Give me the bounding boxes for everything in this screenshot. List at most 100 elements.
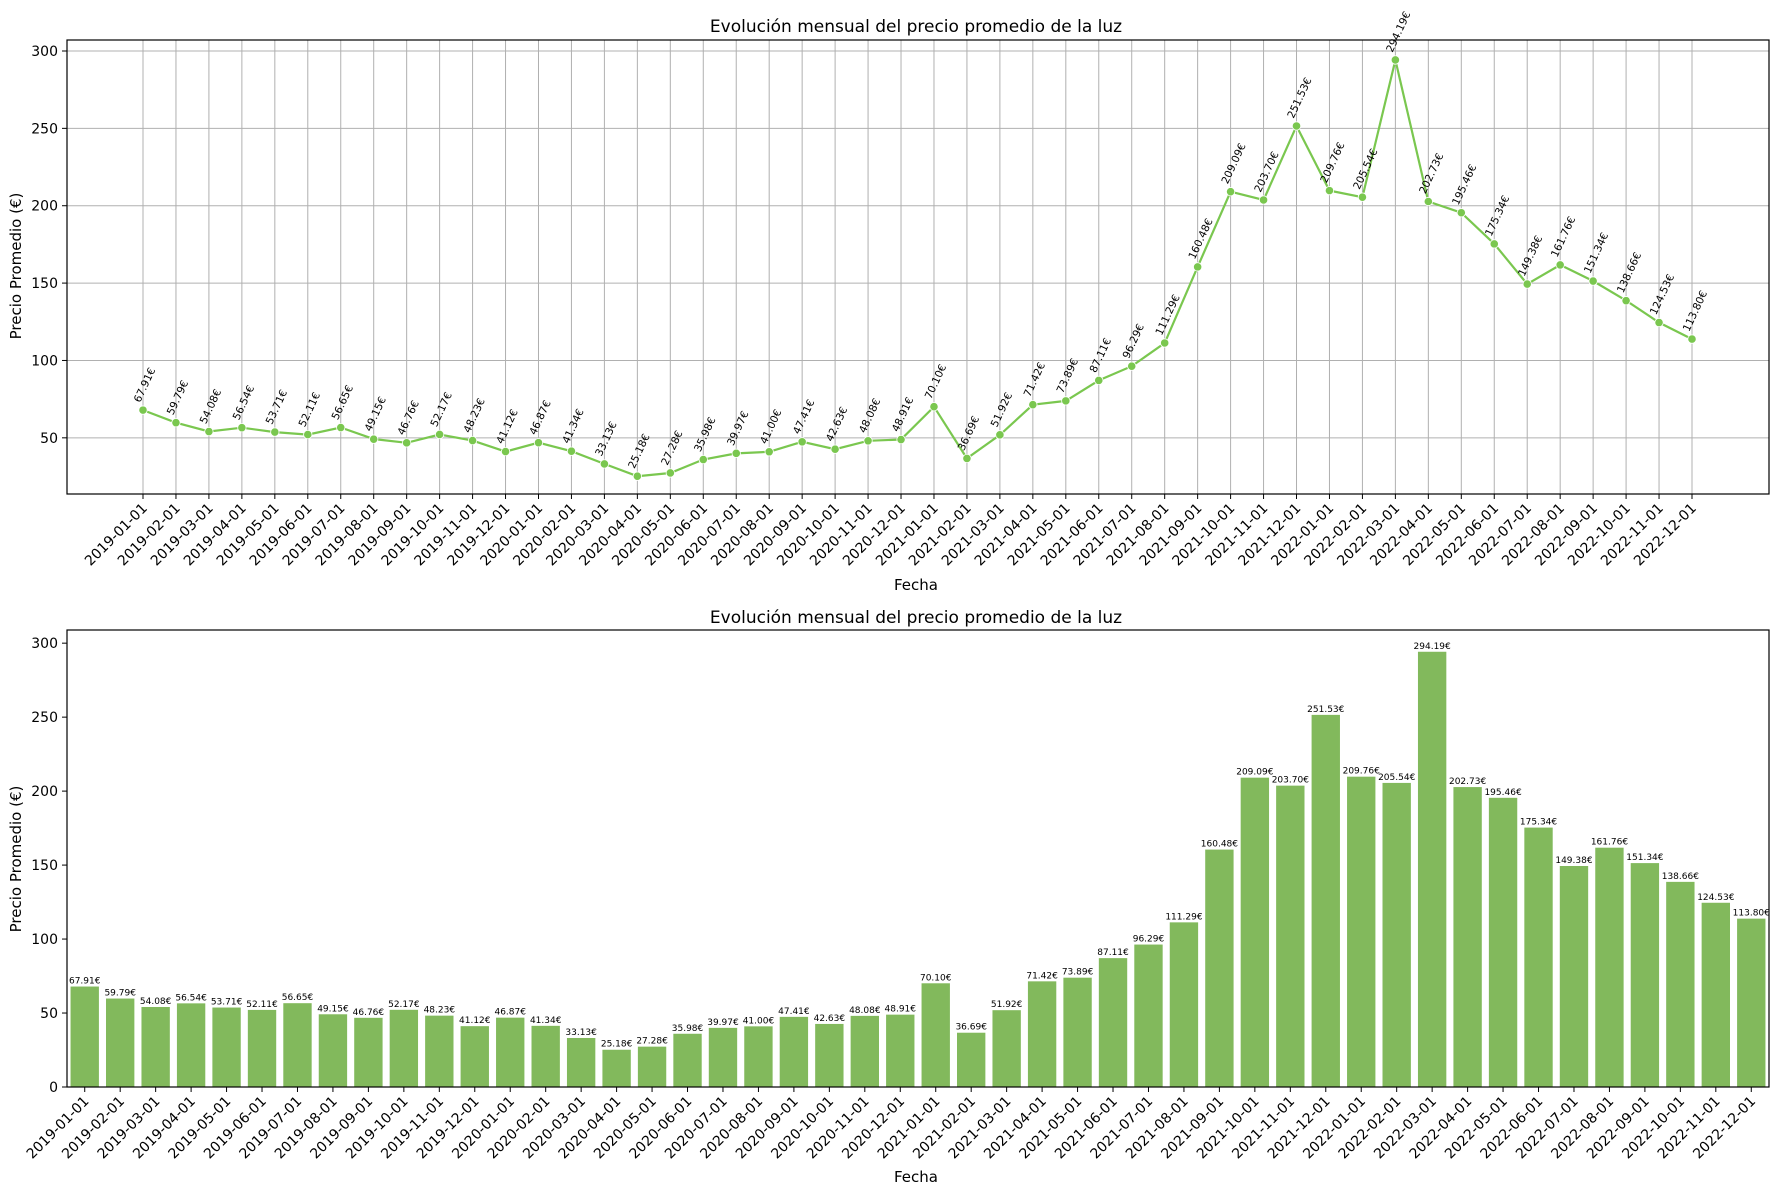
bar <box>1311 714 1340 1087</box>
line-point <box>1456 208 1466 218</box>
line-point <box>1028 400 1038 410</box>
bar-data-label: 59.79€ <box>104 989 136 999</box>
bar-data-label: 124.53€ <box>1697 893 1734 903</box>
bar-data-label: 56.54€ <box>175 993 207 1003</box>
bar-data-label: 96.29€ <box>1133 935 1165 945</box>
line-point <box>1193 262 1203 272</box>
line-point <box>1621 296 1631 306</box>
line-series-path <box>142 59 1693 478</box>
y-tick-label: 200 <box>31 199 58 215</box>
bar <box>212 1007 241 1087</box>
bar <box>921 983 950 1087</box>
bar-data-label: 67.91€ <box>69 977 101 987</box>
bar-data-label: 41.34€ <box>530 1016 562 1026</box>
bar-data-label: 47.41€ <box>778 1007 810 1017</box>
bar <box>886 1014 915 1087</box>
line-point <box>896 434 906 445</box>
bar-data-label: 35.98€ <box>672 1024 704 1034</box>
bar <box>1027 981 1057 1087</box>
bar-data-label: 53.71€ <box>211 998 243 1008</box>
bar <box>1098 958 1128 1087</box>
y-tick-label: 100 <box>31 353 58 369</box>
line-point <box>1357 192 1368 202</box>
bar-chart-x-label: Fecha <box>894 1168 938 1186</box>
bar <box>354 1017 383 1087</box>
bar <box>1276 785 1305 1087</box>
bar <box>106 998 135 1087</box>
bar-data-label: 41.12€ <box>459 1016 491 1026</box>
bar-data-label: 195.46€ <box>1484 788 1521 798</box>
bar-data-label: 202.73€ <box>1449 777 1486 787</box>
bar-chart-frame <box>66 629 1770 1088</box>
line-point <box>1390 55 1400 65</box>
bar-data-label: 87.11€ <box>1097 948 1129 958</box>
line-point <box>1522 279 1532 289</box>
y-tick-label: 150 <box>31 276 58 292</box>
bar <box>283 1003 312 1087</box>
bar <box>1701 902 1730 1087</box>
bar <box>531 1025 560 1087</box>
bar-data-label: 56.65€ <box>282 993 314 1003</box>
line-point <box>1489 239 1499 249</box>
line-point <box>863 436 873 446</box>
bar-data-label: 36.69€ <box>955 1023 987 1033</box>
bar-data-label: 151.34€ <box>1626 853 1663 863</box>
bar-data-label: 113.80€ <box>1733 909 1770 919</box>
line-point <box>402 438 412 448</box>
bar <box>1205 849 1234 1087</box>
bar <box>673 1033 702 1087</box>
line-point <box>1555 260 1565 270</box>
bar <box>957 1032 986 1087</box>
line-point <box>962 453 972 464</box>
bar <box>850 1015 879 1087</box>
bar <box>425 1015 454 1087</box>
line-point <box>1654 317 1664 328</box>
y-tick-label: 100 <box>31 932 58 948</box>
line-point <box>566 446 577 456</box>
bar-data-label: 205.54€ <box>1378 773 1415 783</box>
line-point <box>830 444 840 454</box>
bar <box>1382 782 1411 1087</box>
line-point <box>171 418 181 428</box>
bar-data-label: 73.89€ <box>1062 968 1094 978</box>
bar-data-label: 41.00€ <box>743 1016 775 1026</box>
line-point <box>1687 334 1697 344</box>
y-tick-label: 0 <box>49 1080 58 1096</box>
bar-data-label: 138.66€ <box>1662 872 1699 882</box>
bar-data-labels: 67.91€59.79€ 54.08€ 56.54€ 53.71€ 52.11€ 56.6… <box>69 642 1770 1050</box>
y-tick-label: 150 <box>31 858 58 874</box>
line-point <box>797 437 807 447</box>
bar-data-label: 49.15€ <box>317 1004 349 1014</box>
bar <box>1240 777 1270 1087</box>
bar-data-label: 39.97€ <box>707 1018 739 1028</box>
bar-data-label: 46.87€ <box>494 1008 526 1018</box>
bar <box>1453 787 1482 1087</box>
bar <box>389 1009 419 1087</box>
line-point <box>500 446 511 457</box>
line-point <box>1127 361 1137 371</box>
bar-data-label: 54.08€ <box>140 997 172 1007</box>
bar-data-label: 48.08€ <box>849 1006 881 1016</box>
line-point <box>731 448 741 458</box>
line-chart-y-label: Precio Promedio (€) <box>7 193 25 340</box>
y-tick-label: 250 <box>31 121 58 137</box>
bar <box>602 1049 631 1087</box>
bar-data-label: 209.09€ <box>1236 768 1273 778</box>
line-point <box>303 429 313 440</box>
line-chart-x-label: Fecha <box>894 576 938 594</box>
bar <box>176 1003 206 1087</box>
line-point <box>204 426 214 437</box>
line-point <box>1225 187 1236 197</box>
line-point <box>995 430 1005 440</box>
bar <box>141 1006 170 1087</box>
bar-data-label: 52.11€ <box>246 1000 278 1010</box>
y-tick-label: 200 <box>31 784 58 800</box>
line-point <box>138 405 148 415</box>
line-chart-title: Evolución mensual del precio promedio de… <box>710 17 1122 37</box>
bar <box>1666 881 1695 1087</box>
bar-data-label: 27.28€ <box>636 1037 668 1047</box>
bar-data-label: 33.13€ <box>565 1028 597 1038</box>
bar <box>1134 944 1163 1087</box>
y-tick-label: 300 <box>31 44 58 60</box>
line-point <box>1094 375 1104 386</box>
